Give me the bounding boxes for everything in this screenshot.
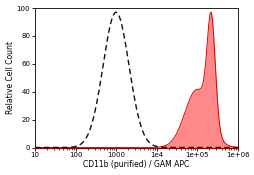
Y-axis label: Relative Cell Count: Relative Cell Count [6,41,14,114]
X-axis label: CD11b (purified) / GAM APC: CD11b (purified) / GAM APC [83,160,189,169]
